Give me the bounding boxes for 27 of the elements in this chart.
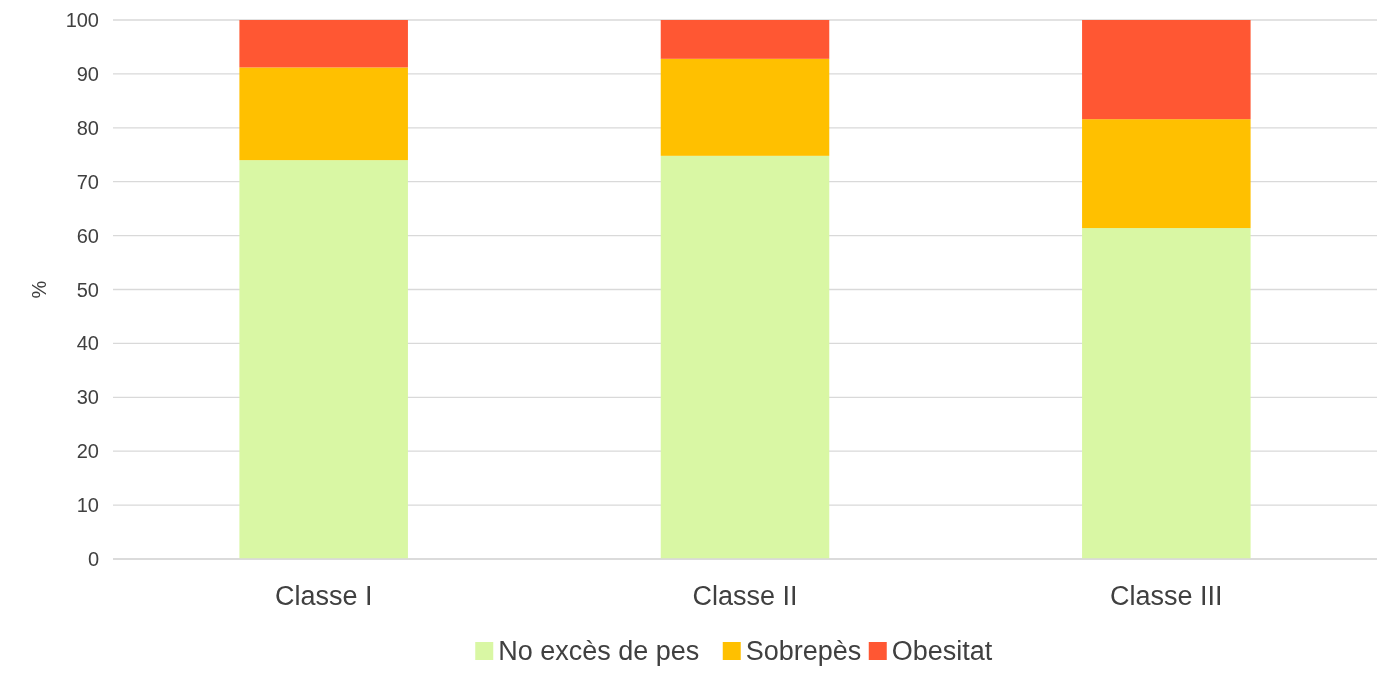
bar	[1082, 228, 1251, 559]
y-tick-label: 30	[76, 386, 99, 409]
y-axis-title: %	[28, 280, 50, 299]
bar	[660, 155, 830, 559]
y-tick-label: 70	[76, 170, 99, 193]
y-tick-label: 100	[65, 9, 99, 31]
y-tick-label: 20	[76, 440, 99, 463]
bar	[239, 20, 408, 68]
legend-label: Sobrepès	[745, 636, 862, 666]
y-tick-label: 80	[76, 116, 99, 139]
y-tick-label: 0	[87, 548, 99, 570]
bar	[1082, 20, 1251, 120]
x-tick-label: Classe I	[274, 581, 373, 611]
legend-label: No excès de pes	[498, 636, 700, 666]
y-tick-label: 40	[76, 332, 99, 355]
y-tick-label: 90	[76, 62, 99, 85]
legend-label: Obesitat	[891, 636, 993, 666]
bar	[1082, 119, 1251, 229]
bar	[239, 160, 408, 559]
x-tick-label: Classe II	[692, 581, 798, 611]
bar	[660, 20, 830, 59]
x-tick-label: Classe III	[1110, 581, 1223, 611]
y-tick-label: 60	[76, 224, 99, 247]
bar	[660, 58, 830, 156]
y-tick-label: 50	[76, 278, 99, 301]
y-tick-label: 10	[76, 494, 99, 517]
bar	[239, 67, 408, 161]
